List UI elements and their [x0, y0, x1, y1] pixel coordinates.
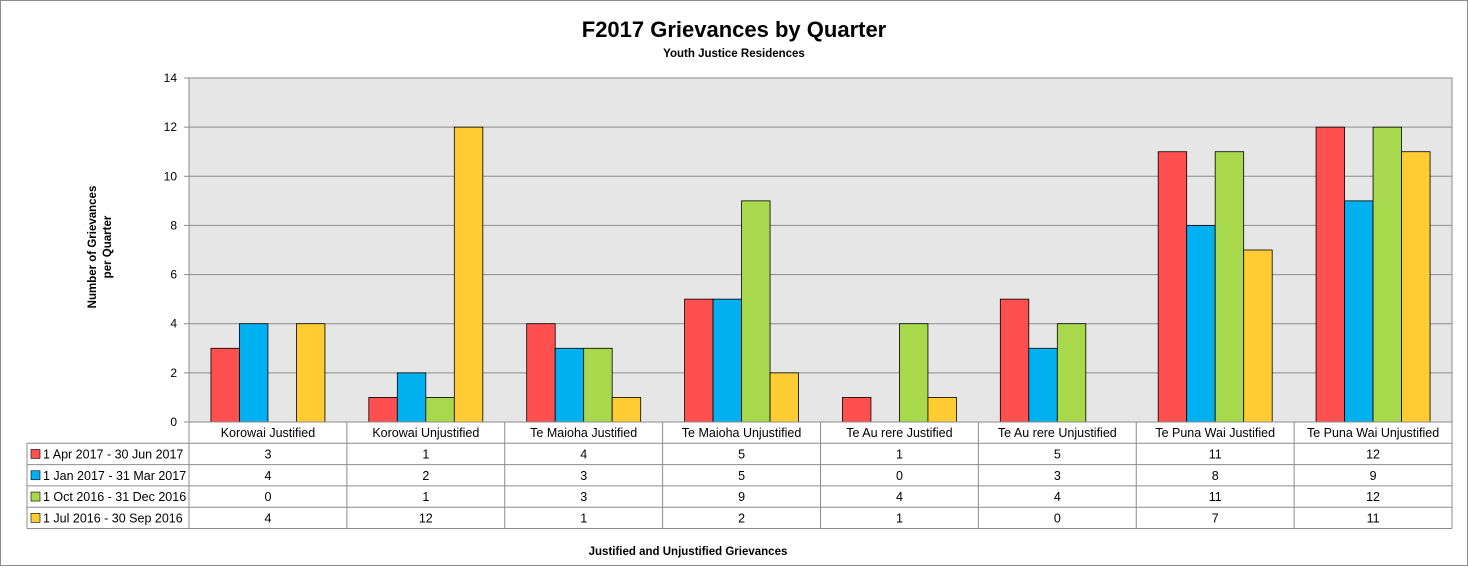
bar — [684, 298, 714, 423]
bar — [611, 397, 642, 423]
legend-label: 1 Jul 2016 - 30 Sep 2016 — [43, 511, 183, 525]
bar — [1372, 126, 1402, 423]
x-category-label: Te Maioha Unjustified — [682, 426, 802, 440]
legend-key — [30, 491, 41, 502]
bar — [899, 323, 929, 423]
y-axis-label: Number of Grievances per Quarter — [87, 186, 114, 309]
bar — [526, 323, 556, 423]
data-label: 3 — [1054, 469, 1061, 483]
bar — [1186, 225, 1216, 423]
legend-key — [30, 449, 41, 459]
y-tick-label: 0 — [170, 415, 177, 429]
data-label: 4 — [1054, 490, 1061, 504]
x-category-label: Korowai Unjustified — [372, 426, 479, 440]
x-category-label: Korowai Justified — [221, 426, 316, 440]
y-tick-label: 12 — [164, 120, 178, 134]
bar — [1344, 200, 1374, 423]
bar — [1243, 249, 1273, 423]
x-category-label: Te Puna Wai Justified — [1155, 426, 1275, 440]
bar — [1401, 151, 1431, 423]
data-label: 5 — [1054, 447, 1061, 461]
y-axis-label-line-1: Number of Grievances — [87, 186, 99, 309]
bar — [741, 200, 771, 423]
data-label: 1 — [896, 511, 903, 525]
data-label: 11 — [1209, 490, 1222, 504]
y-axis-label-line-2: per Quarter — [102, 215, 114, 278]
x-category-label: Te Puna Wai Unjustified — [1307, 426, 1439, 440]
bar — [453, 126, 484, 423]
bar — [712, 298, 742, 423]
y-tick-label: 6 — [170, 268, 177, 282]
data-label: 1 — [422, 490, 429, 504]
bar — [239, 323, 269, 423]
data-label: 1 — [896, 447, 903, 461]
bar — [1028, 347, 1058, 423]
bar — [769, 372, 799, 423]
legend-label: 1 Oct 2016 - 31 Dec 2016 — [43, 490, 186, 504]
x-axis-label: Justified and Unjustified Grievances — [589, 546, 788, 558]
data-label: 11 — [1367, 511, 1380, 525]
chart-title: F2017 Grievances by Quarter — [582, 17, 887, 42]
legend-label: 1 Apr 2017 - 30 Jun 2017 — [43, 447, 183, 461]
bar — [842, 397, 872, 423]
data-label: 5 — [738, 469, 745, 483]
bar — [927, 397, 957, 423]
data-label: 1 — [422, 447, 429, 461]
plot-area: 0 2 4 6 8 10 12 14 — [164, 71, 1453, 429]
y-tick-label: 8 — [170, 218, 177, 232]
bar — [1214, 151, 1245, 423]
data-label: 4 — [264, 511, 271, 525]
data-label: 9 — [1370, 469, 1377, 483]
bar — [296, 323, 326, 423]
data-label: 5 — [738, 447, 745, 461]
bar — [425, 397, 455, 423]
bar — [583, 347, 613, 423]
bar — [1056, 323, 1087, 423]
data-table: Korowai Justified Korowai Unjustified Te M… — [26, 421, 1453, 529]
bar — [1315, 126, 1345, 423]
data-label: 3 — [264, 447, 271, 461]
x-category-label: Te Au rere Unjustified — [998, 426, 1117, 440]
data-label: 0 — [896, 469, 903, 483]
data-label: 9 — [738, 490, 745, 504]
data-label: 1 — [580, 511, 587, 525]
y-tick-label: 14 — [164, 71, 178, 85]
data-label: 4 — [264, 469, 271, 483]
data-label: 4 — [580, 447, 587, 461]
data-label: 12 — [1366, 447, 1380, 461]
bar — [1157, 151, 1188, 423]
chart-subtitle: Youth Justice Residences — [663, 48, 805, 60]
data-label: 12 — [1366, 490, 1380, 504]
y-tick-label: 4 — [170, 317, 177, 331]
data-label: 3 — [580, 490, 587, 504]
bar — [999, 298, 1030, 423]
y-tick-label: 10 — [164, 169, 178, 183]
data-label: 7 — [1212, 511, 1219, 525]
legend-label: 1 Jan 2017 - 31 Mar 2017 — [43, 469, 186, 483]
bar — [210, 347, 240, 423]
data-label: 2 — [738, 511, 745, 525]
bar — [554, 347, 585, 423]
data-label: 3 — [580, 469, 587, 483]
data-label: 2 — [422, 469, 429, 483]
data-label: 4 — [896, 490, 903, 504]
data-label: 0 — [1054, 511, 1061, 525]
x-category-label: Te Au rere Justified — [846, 426, 952, 440]
y-tick-label: 2 — [170, 366, 177, 380]
bar — [368, 397, 398, 423]
legend-key — [30, 470, 41, 481]
data-label: 0 — [264, 490, 271, 504]
data-label: 12 — [419, 511, 433, 525]
legend-key — [30, 513, 41, 523]
data-label: 11 — [1209, 447, 1222, 461]
bar — [396, 372, 427, 423]
data-label: 8 — [1212, 469, 1219, 483]
x-category-label: Te Maioha Justified — [530, 426, 637, 440]
